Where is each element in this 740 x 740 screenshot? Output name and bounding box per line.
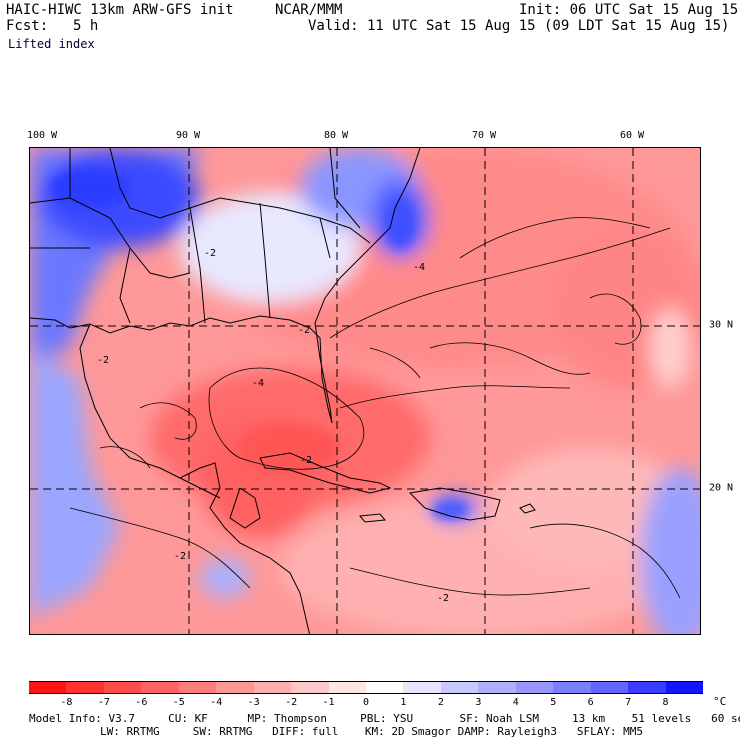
model-info-line1: Model Info: V3.7 CU: KF MP: Thompson PBL…	[29, 712, 740, 725]
colorbar-label: 8	[662, 697, 669, 708]
colorbar-label: -6	[135, 697, 148, 708]
colorbar-swatch	[216, 681, 255, 694]
colorbar-swatch	[665, 681, 704, 694]
colorbar-swatch	[366, 681, 404, 694]
colorbar-swatch	[553, 681, 592, 694]
init-time: Init: 06 UTC Sat 15 Aug 15	[519, 2, 739, 18]
colorbar-label: -3	[247, 697, 260, 708]
colorbar-swatch	[178, 681, 217, 694]
colorbar-swatch	[628, 681, 667, 694]
contour-label: -2	[97, 355, 109, 366]
colorbar-swatch	[590, 681, 629, 694]
contour-label: -4	[413, 262, 425, 273]
colorbar-label: -5	[172, 697, 185, 708]
colorbar-label: 3	[475, 697, 482, 708]
colorbar-label: 7	[625, 697, 632, 708]
colorbar-swatch	[253, 681, 292, 694]
colorbar-label: 4	[512, 697, 519, 708]
colorbar-label: -7	[97, 697, 110, 708]
lifted-index-map: -2 -2 -2 -4 -4 -2 -2 -2	[29, 147, 701, 635]
colorbar-swatch	[29, 681, 67, 694]
lon-label-70w: 70 W	[471, 130, 497, 141]
colorbar-swatch	[66, 681, 105, 694]
colorbar-swatch	[403, 681, 442, 694]
colorbar-swatch	[328, 681, 367, 694]
colorbar-label: 6	[587, 697, 594, 708]
colorbar-label: -8	[60, 697, 73, 708]
colorbar-swatch	[103, 681, 142, 694]
valid-time: Valid: 11 UTC Sat 15 Aug 15 (09 LDT Sat …	[308, 18, 730, 34]
contour-label: -4	[252, 378, 264, 389]
field-name: Lifted index	[8, 37, 95, 51]
colorbar-label: -4	[210, 697, 223, 708]
colorbar-swatch	[440, 681, 479, 694]
model-info-line2: LW: RRTMG SW: RRTMG DIFF: full KM: 2D Sm…	[100, 725, 644, 738]
lon-label-100w: 100 W	[26, 130, 58, 141]
lat-label-30n: 30 N	[709, 319, 734, 331]
colorbar-swatch	[141, 681, 180, 694]
contour-label: -2	[300, 455, 312, 466]
colorbar-label: 2	[437, 697, 444, 708]
contour-label: -2	[298, 325, 310, 336]
colorbar-swatch	[478, 681, 517, 694]
colorbar-swatch	[515, 681, 554, 694]
fcst-label: Fcst:	[6, 18, 49, 34]
colorbar-label: 5	[550, 697, 557, 708]
lon-label-60w: 60 W	[619, 130, 645, 141]
fcst-value: 5 h	[73, 18, 99, 34]
model-title: HAIC-HIWC 13km ARW-GFS init	[6, 2, 234, 18]
org-label: NCAR/MMM	[275, 2, 343, 18]
colorbar-label: 0	[362, 697, 370, 708]
lat-label-20n: 20 N	[709, 482, 734, 494]
colorbar-label: -1	[322, 697, 335, 708]
colorbar-label: 1	[400, 697, 407, 708]
lon-label-90w: 90 W	[175, 130, 201, 141]
colorbar-swatch	[291, 681, 330, 694]
contour-label: -2	[437, 593, 449, 604]
colorbar-label: -2	[285, 697, 298, 708]
colorbar-unit: °C	[713, 695, 727, 708]
contour-label: -2	[174, 551, 186, 562]
lon-label-80w: 80 W	[323, 130, 349, 141]
contour-label: -2	[204, 248, 216, 259]
